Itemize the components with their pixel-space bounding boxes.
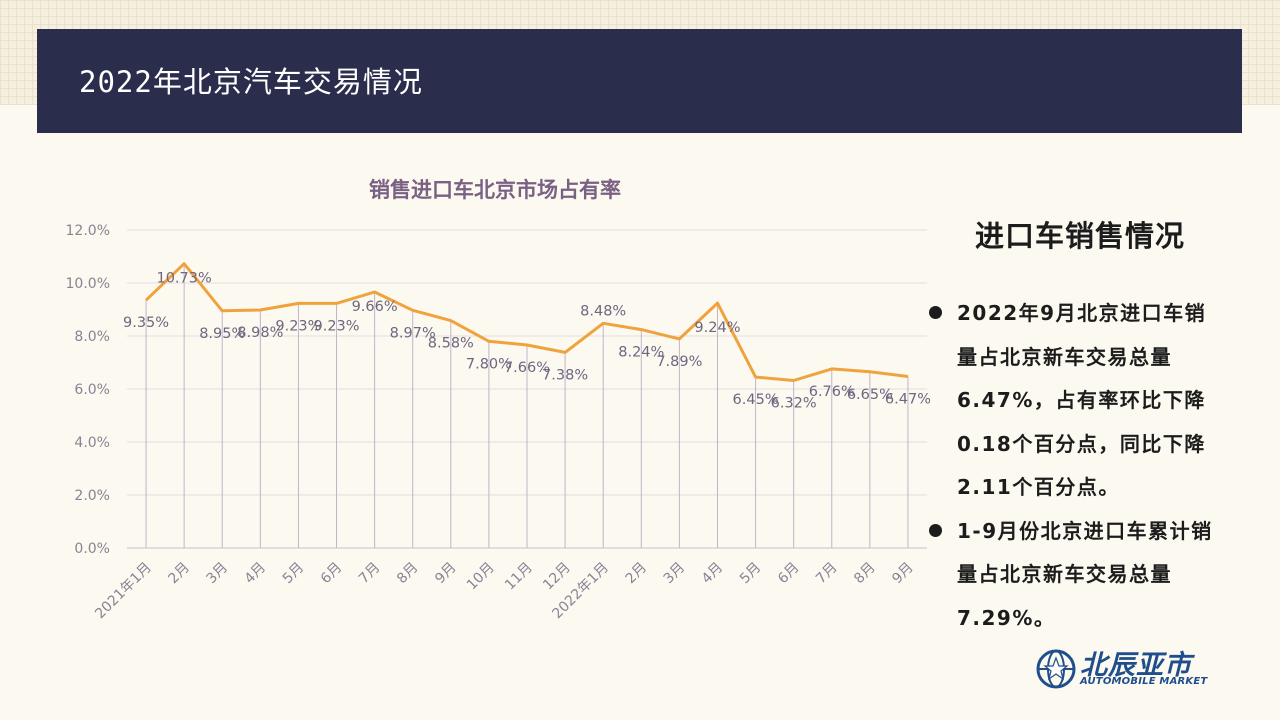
data-label: 7.89% — [656, 354, 702, 370]
data-label: 6.45% — [733, 392, 779, 408]
data-label: 8.48% — [580, 303, 626, 319]
chart-title: 销售进口车北京市场占有率 — [369, 178, 621, 202]
logo-name-en: AUTOMOBILE MARKET — [1080, 676, 1208, 687]
data-label: 6.65% — [847, 387, 893, 403]
x-tick-label: 12月 — [540, 560, 574, 594]
y-tick-label: 8.0% — [74, 329, 110, 345]
data-label: 7.80% — [466, 356, 512, 372]
x-tick-label: 4月 — [699, 560, 727, 588]
data-label: 10.73% — [156, 271, 211, 287]
data-label: 9.23% — [313, 318, 359, 334]
x-tick-label: 9月 — [432, 560, 460, 588]
x-tick-label: 8月 — [851, 560, 879, 588]
data-label: 8.97% — [390, 325, 436, 341]
panel-title: 进口车销售情况 — [975, 219, 1186, 253]
y-tick-label: 10.0% — [66, 276, 110, 292]
x-tick-label: 10月 — [464, 560, 498, 594]
x-tick-label: 3月 — [204, 560, 232, 588]
y-tick-label: 4.0% — [74, 435, 110, 451]
header-bar: 2022年北京汽车交易情况 — [37, 29, 1242, 133]
series-line — [144, 262, 909, 382]
data-label: 9.23% — [275, 318, 321, 334]
company-logo: 北辰亚市 AUTOMOBILE MARKET — [1036, 647, 1211, 693]
x-tick-label: 6月 — [318, 560, 346, 588]
y-tick-label: 0.0% — [74, 541, 110, 557]
bullet-dot-icon — [929, 306, 942, 319]
x-tick-label: 2月 — [623, 560, 651, 588]
summary-bullets: 2022年9月北京进口车销量占北京新车交易总量6.47%，占有率环比下降0.18… — [925, 292, 1225, 640]
data-label: 8.24% — [618, 345, 664, 361]
data-label: 6.76% — [809, 384, 855, 400]
x-tick-label: 7月 — [356, 560, 384, 588]
x-tick-label: 2月 — [165, 560, 193, 588]
data-label: 8.58% — [428, 336, 474, 352]
x-tick-label: 5月 — [280, 560, 308, 588]
data-label: 6.32% — [771, 396, 817, 412]
bullet-text: 2022年9月北京进口车销量占北京新车交易总量6.47%，占有率环比下降0.18… — [957, 301, 1207, 499]
data-label: 7.38% — [542, 367, 588, 383]
bullet-item-monthly: 2022年9月北京进口车销量占北京新车交易总量6.47%，占有率环比下降0.18… — [925, 292, 1225, 510]
y-tick-label: 2.0% — [74, 488, 110, 504]
x-tick-label: 4月 — [242, 560, 270, 588]
x-tick-label: 5月 — [737, 560, 765, 588]
data-label: 9.24% — [694, 320, 740, 336]
x-tick-label: 2021年1月 — [92, 560, 155, 623]
globe-star-icon — [1036, 649, 1076, 689]
x-tick-label: 8月 — [394, 560, 422, 588]
data-label: 8.98% — [237, 325, 283, 341]
x-tick-label: 11月 — [502, 560, 536, 594]
data-label: 7.66% — [504, 360, 550, 376]
x-tick-label: 9月 — [889, 560, 917, 588]
x-tick-label: 6月 — [775, 560, 803, 588]
bullet-dot-icon — [929, 523, 942, 537]
data-label: 9.35% — [123, 315, 169, 331]
x-tick-label: 7月 — [813, 560, 841, 588]
bullet-text: 1-9月份北京进口车累计销量占北京新车交易总量7.29%。 — [957, 518, 1213, 630]
data-label: 6.47% — [885, 392, 930, 408]
data-label: 8.95% — [199, 326, 245, 342]
bullet-item-cumulative: 1-9月份北京进口车累计销量占北京新车交易总量7.29%。 — [925, 510, 1225, 641]
x-tick-label: 3月 — [661, 560, 689, 588]
y-tick-label: 12.0% — [66, 223, 110, 239]
page-title: 2022年北京汽车交易情况 — [79, 65, 423, 99]
y-tick-label: 6.0% — [74, 382, 110, 398]
logo-name-cn: 北辰亚市 — [1080, 650, 1192, 681]
market-share-line-chart: 销售进口车北京市场占有率 0.0% 2.0% 4.0% 6.0% 8.0% 10.0% 12.… — [66, 178, 930, 623]
data-label: 9.66% — [352, 299, 398, 315]
